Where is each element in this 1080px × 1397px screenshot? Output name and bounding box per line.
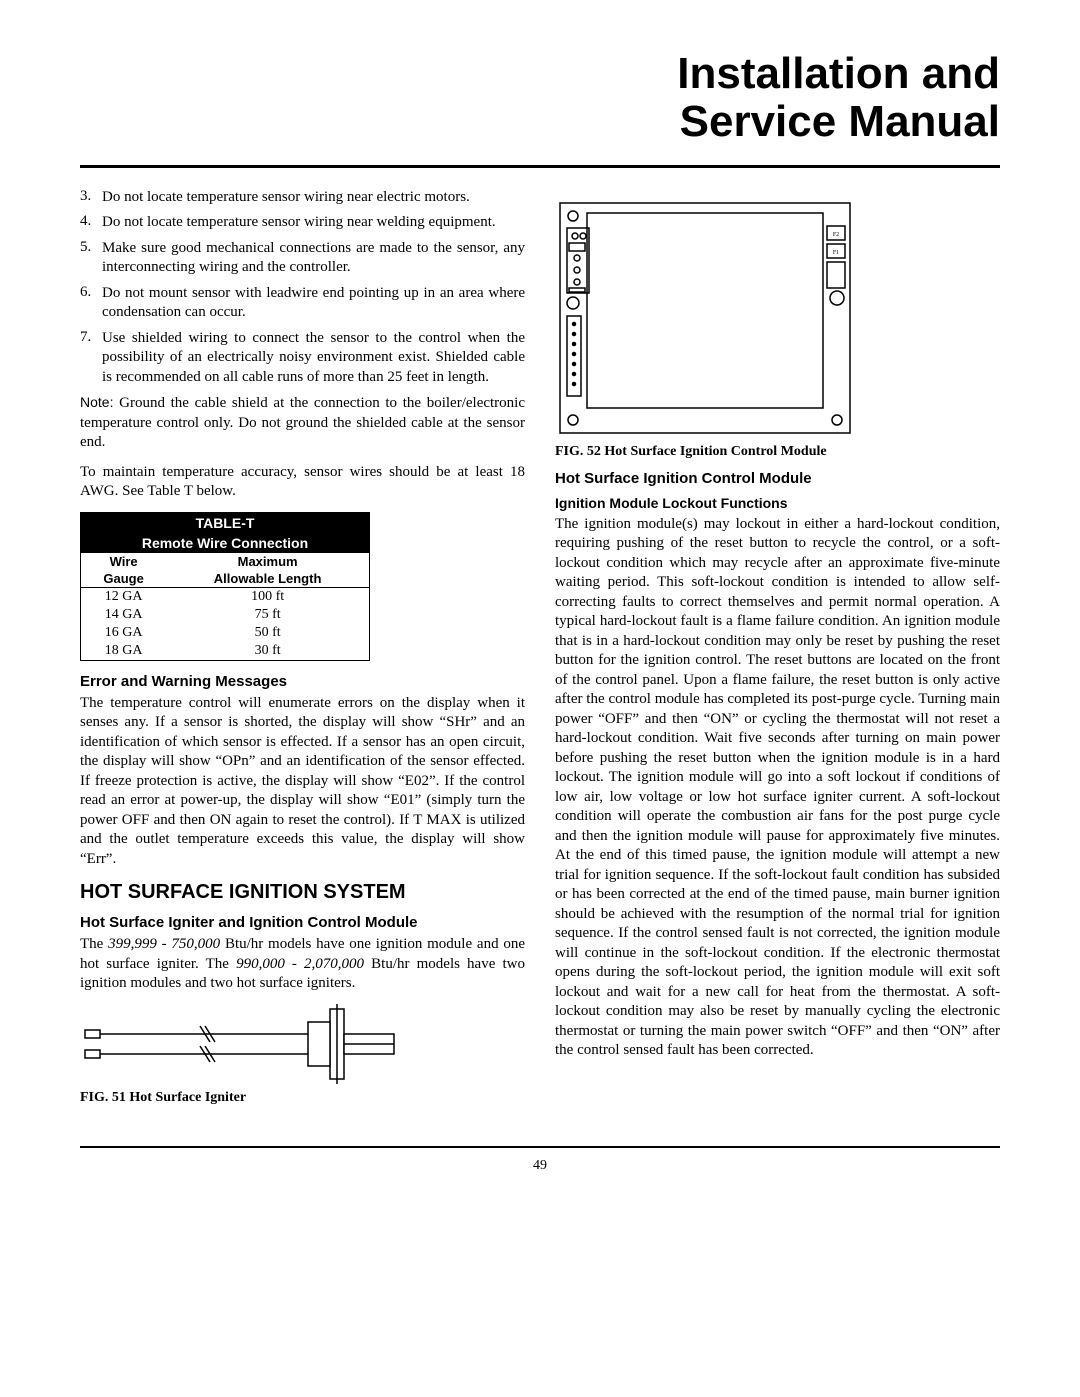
title-line-1: Installation and (677, 49, 1000, 98)
table-t: TABLE-T Remote Wire Connection Wire Maxi… (80, 512, 370, 661)
accuracy-paragraph: To maintain temperature accuracy, sensor… (80, 463, 525, 502)
list-text: Use shielded wiring to connect the senso… (102, 329, 525, 388)
two-column-layout: 3.Do not locate temperature sensor wirin… (80, 188, 1000, 1116)
table-cell: 16 GA (81, 624, 167, 642)
list-num: 5. (80, 239, 102, 278)
lockout-text: The ignition module(s) may lockout in ei… (555, 515, 1000, 1061)
col1-header-b: Gauge (81, 570, 167, 588)
hsis-heading: HOT SURFACE IGNITION SYSTEM (80, 881, 525, 904)
table-cell: 14 GA (81, 606, 167, 624)
svg-text:F2: F2 (833, 232, 839, 238)
table-cell: 12 GA (81, 587, 167, 606)
hsicm-heading: Hot Surface Igniter and Ignition Control… (80, 914, 525, 931)
right-column: F2 F1 FIG. 52 Hot Surface Ignition Contr… (555, 188, 1000, 1116)
list-item: 4.Do not locate temperature sensor wirin… (80, 213, 525, 233)
table-cell: 75 ft (166, 606, 369, 624)
list-text: Do not locate temperature sensor wiring … (102, 213, 525, 233)
fig51-caption: FIG. 51 Hot Surface Igniter (80, 1090, 525, 1106)
note-paragraph: Note: Ground the cable shield at the con… (80, 393, 525, 453)
hscm-heading: Hot Surface Ignition Control Module (555, 470, 1000, 487)
list-num: 4. (80, 213, 102, 233)
bottom-rule (80, 1146, 1000, 1148)
title-rule (80, 165, 1000, 168)
left-column: 3.Do not locate temperature sensor wirin… (80, 188, 525, 1116)
hsicm-range1: 399,999 - 750,000 (108, 936, 220, 952)
figure-52: F2 F1 (555, 198, 1000, 438)
fig52-caption: FIG. 52 Hot Surface Ignition Control Mod… (555, 444, 1000, 460)
table-cell: 30 ft (166, 642, 369, 661)
list-num: 3. (80, 188, 102, 208)
figure-51 (80, 1004, 525, 1084)
list-num: 6. (80, 284, 102, 323)
title-line-2: Service Manual (680, 97, 1000, 146)
page-title: Installation and Service Manual (80, 50, 1000, 147)
note-label: Note: (80, 394, 113, 410)
list-num: 7. (80, 329, 102, 388)
list-item: 3.Do not locate temperature sensor wirin… (80, 188, 525, 208)
note-text: Ground the cable shield at the connectio… (80, 395, 525, 450)
list-item: 6.Do not mount sensor with leadwire end … (80, 284, 525, 323)
table-cell: 100 ft (166, 587, 369, 606)
error-heading: Error and Warning Messages (80, 673, 525, 690)
list-text: Do not mount sensor with leadwire end po… (102, 284, 525, 323)
list-text: Make sure good mechanical connections ar… (102, 239, 525, 278)
col2-header-b: Allowable Length (166, 570, 369, 588)
table-cell: 18 GA (81, 642, 167, 661)
hsicm-pre: The (80, 936, 108, 952)
hsicm-range2: 990,000 - 2,070,000 (236, 956, 364, 972)
hsicm-text: The 399,999 - 750,000 Btu/hr models have… (80, 935, 525, 994)
lockout-heading: Ignition Module Lockout Functions (555, 495, 1000, 511)
list-item: 7.Use shielded wiring to connect the sen… (80, 329, 525, 388)
table-cell: 50 ft (166, 624, 369, 642)
list-text: Do not locate temperature sensor wiring … (102, 188, 525, 208)
list-item: 5.Make sure good mechanical connections … (80, 239, 525, 278)
table-title-2: Remote Wire Connection (81, 533, 370, 553)
igniter-icon (80, 1004, 420, 1084)
col2-header-a: Maximum (166, 553, 369, 570)
page-number: 49 (80, 1158, 1000, 1174)
error-text: The temperature control will enumerate e… (80, 694, 525, 870)
svg-text:F1: F1 (833, 250, 839, 256)
control-module-icon: F2 F1 (555, 198, 855, 438)
table-title-1: TABLE-T (81, 512, 370, 533)
col1-header-a: Wire (81, 553, 167, 570)
